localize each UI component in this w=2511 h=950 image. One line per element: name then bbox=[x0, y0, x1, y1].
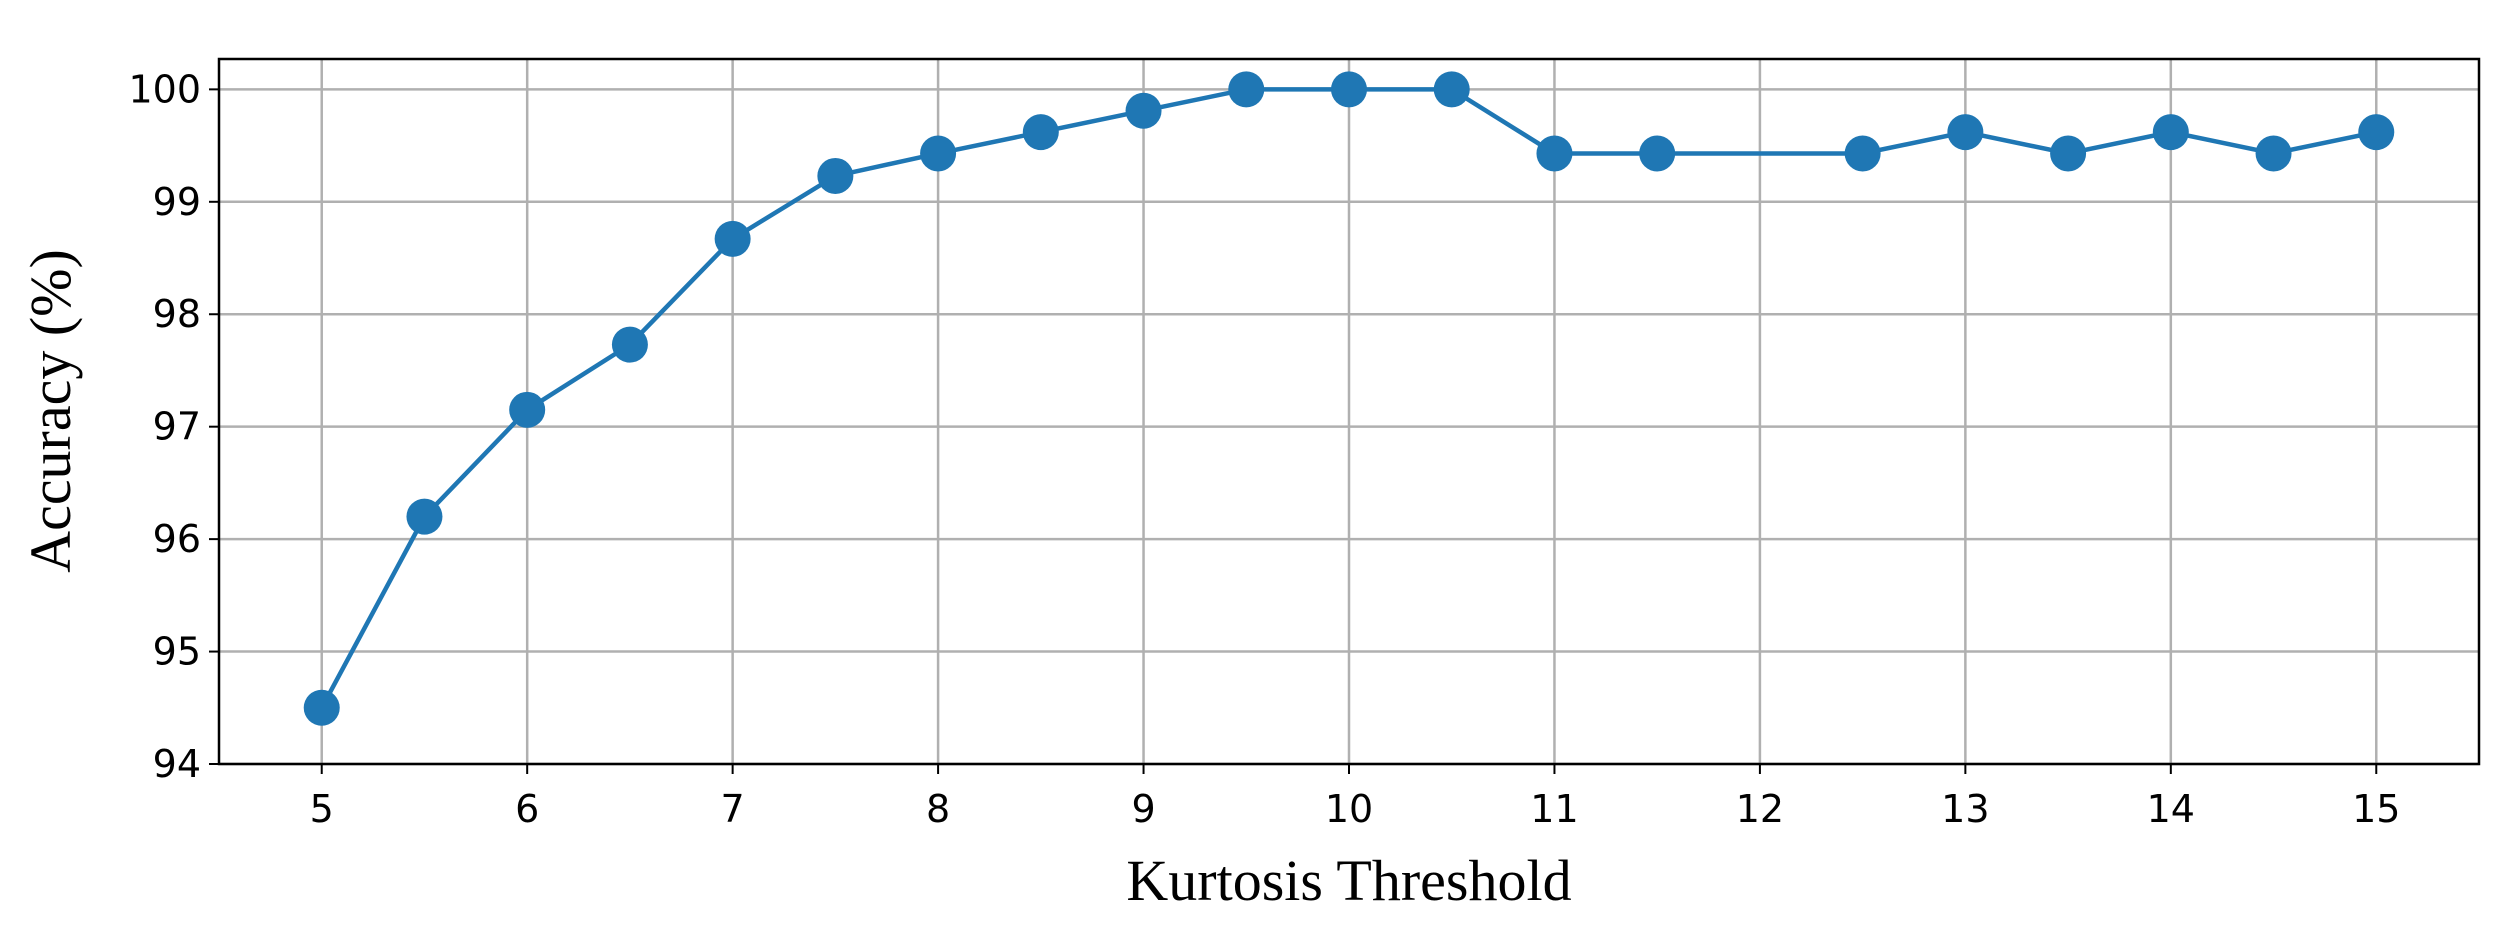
x-tick-label: 13 bbox=[1941, 787, 1989, 831]
y-tick-label: 94 bbox=[153, 742, 201, 786]
x-tick-label: 11 bbox=[1530, 787, 1578, 831]
x-tick-label: 8 bbox=[926, 787, 950, 831]
plot-frame bbox=[217, 57, 2481, 766]
marker bbox=[1228, 71, 1265, 108]
y-tick-label: 100 bbox=[128, 67, 201, 111]
marker bbox=[1125, 92, 1162, 129]
x-tick-label: 9 bbox=[1131, 787, 1155, 831]
marker bbox=[406, 498, 443, 535]
x-axis-label: Kurtosis Threshold bbox=[1126, 848, 1571, 913]
y-axis-label: Accuracy (%) bbox=[18, 249, 83, 573]
x-tick-label: 12 bbox=[1736, 787, 1784, 831]
y-tick-label: 95 bbox=[153, 630, 201, 674]
marker bbox=[2050, 135, 2087, 172]
marker bbox=[1022, 114, 1059, 151]
marker bbox=[509, 391, 546, 428]
marker bbox=[920, 135, 957, 172]
marker bbox=[1947, 114, 1984, 151]
y-tick-label: 96 bbox=[153, 517, 201, 561]
marker bbox=[1433, 71, 1470, 108]
x-tick-label: 7 bbox=[721, 787, 745, 831]
x-tick-label: 10 bbox=[1325, 787, 1373, 831]
marker bbox=[611, 326, 648, 363]
y-tick-label: 99 bbox=[153, 180, 201, 224]
marker bbox=[2358, 114, 2395, 151]
x-tick-label: 14 bbox=[2147, 787, 2195, 831]
marker bbox=[303, 689, 340, 726]
marker bbox=[714, 220, 751, 257]
marker bbox=[1639, 135, 1676, 172]
y-tick-label: 98 bbox=[153, 292, 201, 336]
marker bbox=[1844, 135, 1881, 172]
marker bbox=[1331, 71, 1367, 108]
x-tick-label: 15 bbox=[2352, 787, 2400, 831]
x-tick-label: 6 bbox=[515, 787, 539, 831]
marker bbox=[2152, 114, 2189, 151]
marker bbox=[2255, 135, 2292, 172]
x-tick-label: 5 bbox=[310, 787, 334, 831]
marker bbox=[1536, 135, 1573, 172]
marker bbox=[817, 157, 854, 194]
y-tick-label: 97 bbox=[153, 405, 201, 449]
